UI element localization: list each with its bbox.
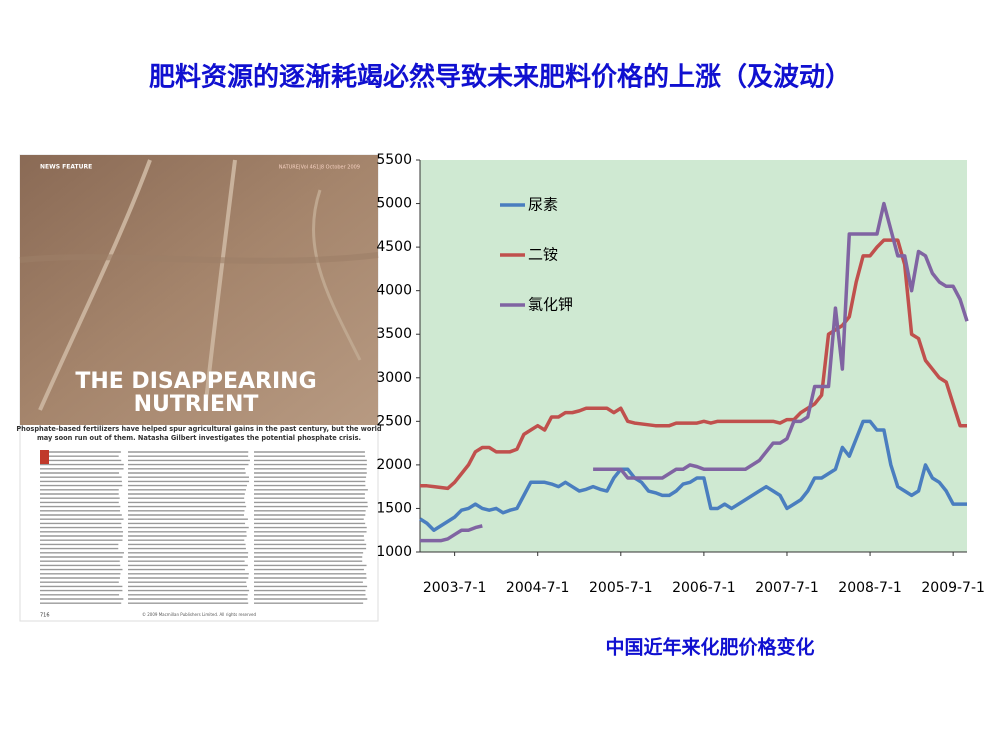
x-tick-label: 2004-7-1 — [506, 580, 570, 596]
section-label: NEWS FEATURE — [40, 164, 92, 171]
chart-caption: 中国近年来化肥价格变化 — [605, 636, 814, 659]
headline: NUTRIENT — [134, 392, 259, 417]
slide-title: 肥料资源的逐渐耗竭必然导致未来肥料价格的上涨（及波动） — [149, 62, 851, 93]
page-number: 716 — [40, 613, 50, 619]
y-tick-label: 2500 — [376, 413, 412, 429]
y-tick-label: 1000 — [376, 544, 412, 560]
x-tick-label: 2006-7-1 — [672, 580, 736, 596]
standfirst: may soon run out of them. Natasha Gilber… — [37, 434, 361, 442]
x-tick-label: 2003-7-1 — [423, 580, 487, 596]
headline: THE DISAPPEARING — [75, 369, 316, 394]
y-tick-label: 5500 — [376, 152, 412, 168]
legend-label: 尿素 — [528, 196, 558, 214]
plot-background — [420, 160, 967, 552]
y-tick-label: 5000 — [376, 196, 412, 212]
y-tick-label: 3500 — [376, 326, 412, 342]
magazine-page: NEWS FEATURE NATURE|Vol 461|8 October 20… — [16, 155, 382, 621]
y-tick-label: 1500 — [376, 500, 412, 516]
legend-label: 氯化钾 — [528, 296, 573, 314]
legend-label: 二铵 — [528, 246, 558, 264]
standfirst: Phosphate-based fertilizers have helped … — [16, 425, 382, 433]
x-tick-label: 2008-7-1 — [838, 580, 902, 596]
chart: 1000 1500 2000 2500 3000 3500 4000 4500 5000 5500… — [376, 152, 985, 596]
y-tick-label: 3000 — [376, 370, 412, 386]
drop-cap — [40, 450, 49, 464]
y-tick-label: 4500 — [376, 239, 412, 255]
x-tick-label: 2009-7-1 — [921, 580, 985, 596]
journal-label: NATURE|Vol 461|8 October 2009 — [279, 165, 360, 171]
y-tick-label: 2000 — [376, 457, 412, 473]
x-tick-label: 2007-7-1 — [755, 580, 819, 596]
x-tick-label: 2005-7-1 — [589, 580, 653, 596]
footer: © 2009 Macmillan Publishers Limited. All… — [142, 612, 257, 617]
y-tick-label: 4000 — [376, 283, 412, 299]
